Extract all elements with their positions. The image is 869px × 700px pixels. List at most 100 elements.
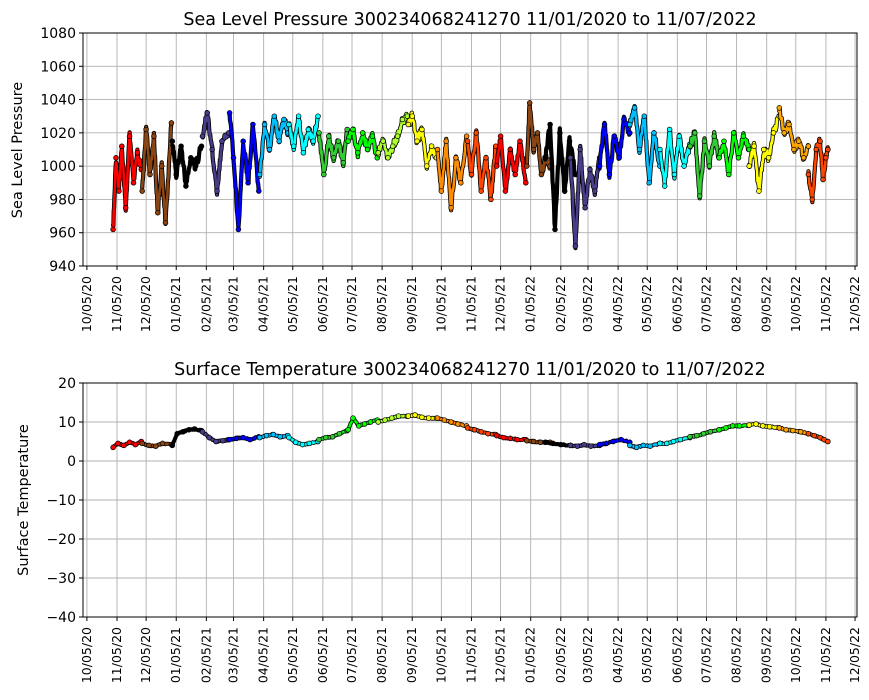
data-point: [390, 143, 396, 149]
series-18: [627, 440, 663, 451]
x-tick-label: 08/05/22: [729, 276, 744, 332]
data-point: [286, 121, 292, 128]
data-point: [795, 138, 802, 144]
data-point: [186, 427, 192, 433]
data-point: [677, 436, 684, 443]
series-10: [405, 110, 440, 171]
series-20: [687, 427, 722, 440]
series-15: [542, 121, 579, 233]
x-tick-label: 09/05/21: [404, 627, 419, 683]
data-point: [405, 121, 412, 128]
data-point: [155, 209, 161, 216]
x-tick-label: 12/05/21: [493, 627, 508, 683]
data-point: [367, 419, 374, 425]
data-point: [756, 188, 762, 194]
data-point: [139, 188, 145, 194]
series-1: [139, 120, 175, 226]
data-point: [616, 155, 622, 161]
series-19: [657, 126, 693, 189]
data-point: [159, 440, 166, 447]
data-point: [473, 130, 480, 136]
data-point: [817, 138, 823, 144]
y-tick-label: 960: [49, 226, 76, 242]
data-point: [169, 138, 176, 144]
data-point: [204, 110, 211, 116]
data-point: [220, 437, 226, 444]
y-tick-label: 1060: [40, 59, 76, 75]
surface-temperature-panel: Surface Temperature 300234068241270 11/0…: [16, 360, 862, 683]
data-point: [126, 439, 133, 446]
data-point: [783, 427, 789, 433]
data-point: [214, 188, 220, 194]
data-point: [485, 430, 491, 437]
data-point: [369, 133, 376, 139]
data-point: [247, 436, 253, 443]
data-point: [464, 425, 471, 431]
data-point: [350, 126, 356, 133]
data-point: [116, 188, 122, 194]
data-point: [119, 143, 125, 149]
x-tick-label: 03/05/21: [226, 276, 241, 332]
x-tick-label: 09/05/22: [759, 276, 774, 332]
data-point: [394, 133, 401, 139]
data-point: [557, 130, 563, 136]
series-line: [140, 121, 173, 226]
data-point: [751, 143, 757, 149]
data-point: [730, 130, 737, 136]
data-point: [561, 188, 568, 194]
series-23: [776, 105, 812, 162]
data-point: [530, 146, 537, 153]
data-point: [198, 143, 205, 149]
data-point: [707, 429, 714, 435]
data-point: [514, 436, 520, 443]
data-point: [770, 130, 777, 136]
series-13: [493, 133, 529, 194]
series-7: [316, 427, 350, 443]
data-point: [336, 430, 343, 437]
data-point: [256, 188, 262, 194]
data-point: [350, 415, 356, 421]
data-point: [500, 434, 507, 441]
data-point: [191, 426, 198, 432]
data-point: [721, 138, 727, 144]
data-point: [502, 188, 509, 194]
data-point: [663, 440, 670, 447]
data-point: [809, 196, 816, 203]
data-point: [121, 442, 127, 449]
data-point: [825, 438, 831, 445]
data-point: [507, 146, 514, 153]
y-tick-label: 20: [58, 376, 76, 392]
y-tick-label: 0: [67, 454, 76, 470]
data-point: [299, 441, 306, 448]
x-tick-label: 12/05/21: [493, 276, 508, 332]
series-line: [747, 114, 781, 192]
series-5: [256, 113, 291, 179]
y-tick-label: 1080: [40, 26, 76, 42]
data-point: [147, 171, 153, 178]
x-tick-label: 10/05/20: [79, 627, 94, 683]
series-11: [434, 133, 470, 213]
data-point: [746, 422, 752, 428]
data-point: [740, 133, 747, 139]
data-point: [178, 143, 184, 149]
data-point: [168, 120, 175, 126]
x-tick-label: 02/05/21: [198, 627, 213, 683]
y-tick-label: −30: [46, 571, 76, 587]
data-point: [805, 430, 812, 437]
x-tick-label: 06/05/22: [669, 627, 684, 683]
data-point: [305, 126, 312, 133]
x-tick-label: 10/05/22: [788, 276, 803, 332]
x-tick-label: 06/05/21: [315, 627, 330, 683]
series-6: [286, 434, 321, 448]
x-tick-label: 10/05/21: [433, 276, 448, 332]
x-tick-label: 12/05/20: [138, 627, 153, 683]
x-tick-label: 12/05/22: [847, 276, 862, 332]
x-tick-label: 11/05/22: [818, 276, 833, 332]
data-point: [230, 155, 237, 161]
y-tick-label: 980: [49, 192, 76, 208]
x-tick-label: 11/05/21: [463, 627, 478, 683]
data-point: [781, 130, 787, 136]
y-tick-label: −40: [46, 610, 76, 626]
